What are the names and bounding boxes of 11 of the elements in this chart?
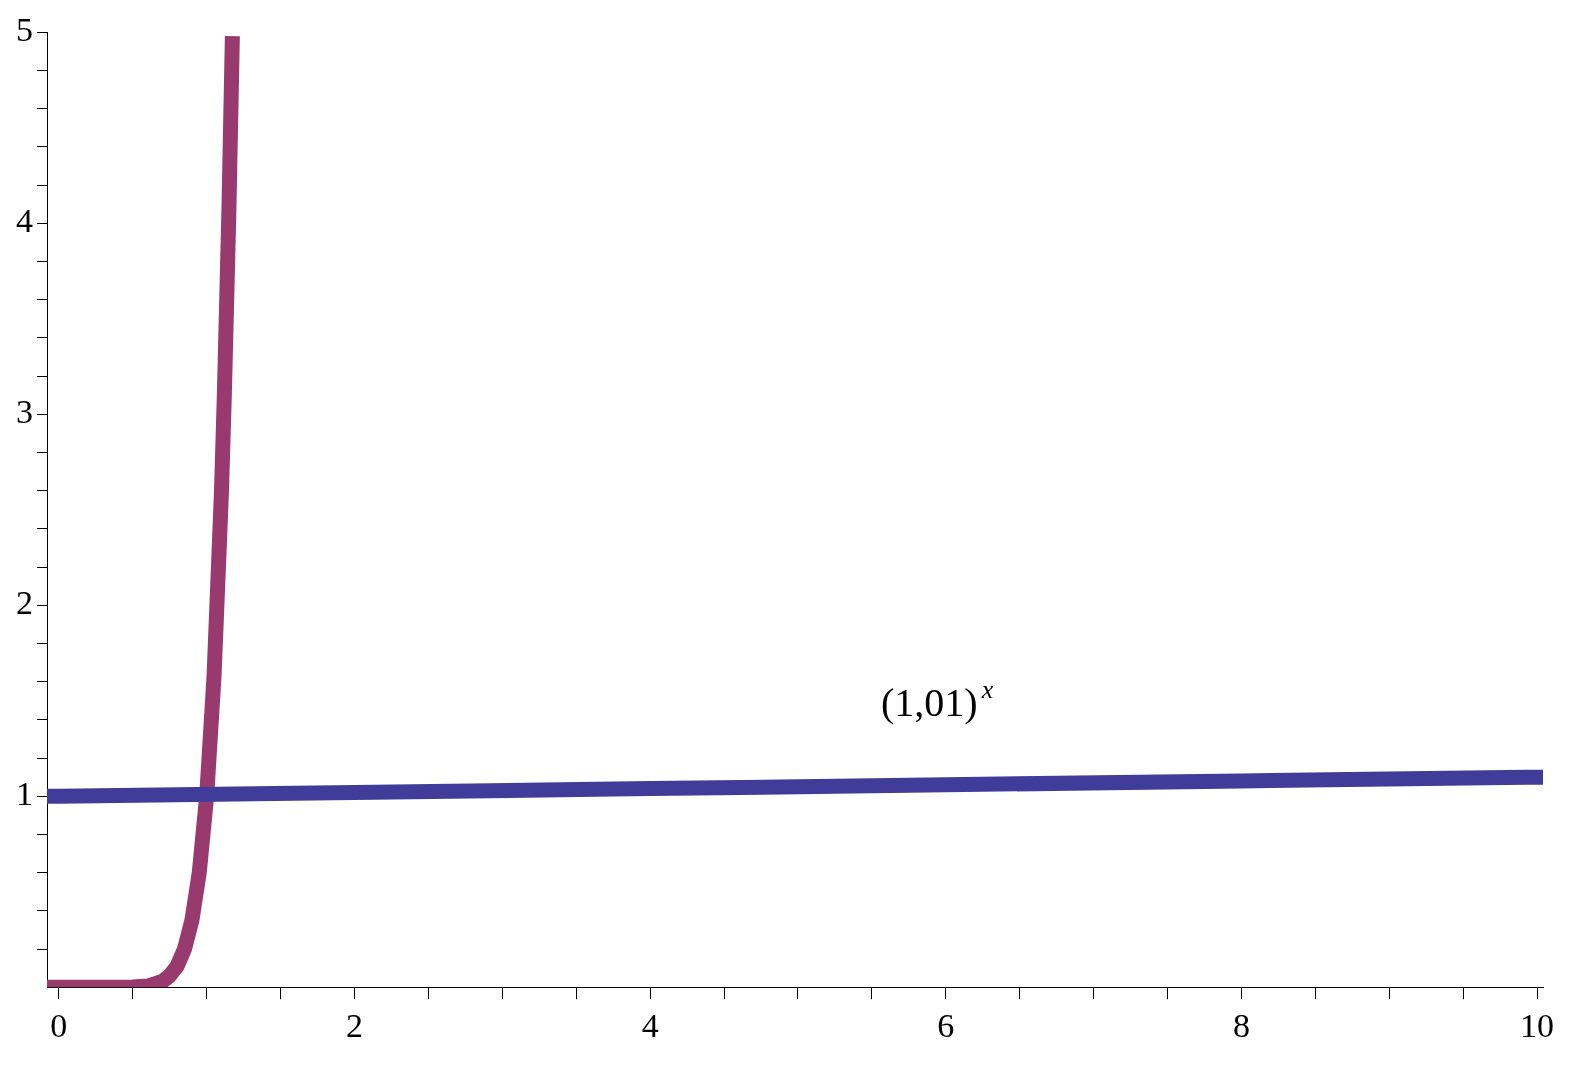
x-tick-label: 8 <box>1232 1006 1250 1044</box>
x-tick-label: 0 <box>50 1006 68 1044</box>
x-tick-label: 10 <box>1520 1006 1555 1044</box>
y-tick-label: 1 <box>16 775 33 813</box>
y-tick-label: 2 <box>16 584 33 622</box>
y-tick-label: 5 <box>16 11 33 49</box>
x-tick-label: 4 <box>641 1006 659 1044</box>
y-tick-label: 3 <box>16 393 33 431</box>
x-tick-label: 6 <box>937 1006 955 1044</box>
y-tick-label: 4 <box>16 202 33 240</box>
x-tick-label: 2 <box>345 1006 363 1044</box>
